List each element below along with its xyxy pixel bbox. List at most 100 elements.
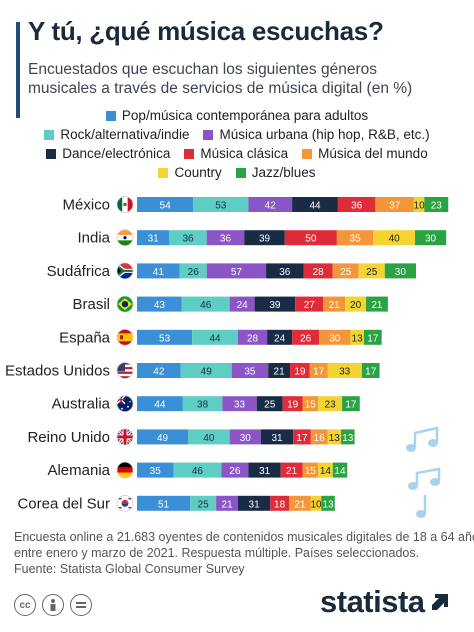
- data-label: 25: [198, 499, 210, 510]
- data-label: 10: [310, 499, 322, 510]
- data-label: 25: [264, 400, 276, 411]
- bar-segment: [363, 329, 382, 345]
- data-label: 19: [294, 367, 306, 378]
- bar-segment: [254, 296, 296, 312]
- bar-segment: [237, 495, 271, 511]
- data-label: 26: [188, 267, 200, 278]
- title-accent-bar: [16, 22, 20, 118]
- legend-item-country: Country: [158, 165, 222, 180]
- flag-part: [127, 405, 129, 408]
- source-text: Fuente: Statista Global Consumer Survey: [14, 562, 245, 576]
- flag-outline: [116, 362, 134, 379]
- flag-icon: [117, 229, 133, 246]
- legend-label: Jazz/blues: [251, 165, 316, 180]
- flag-part: [118, 498, 122, 500]
- bar-segment: [192, 329, 238, 345]
- bar-segment: [319, 329, 351, 345]
- legend-label: Música urbana (hip hop, R&B, etc.): [219, 127, 430, 142]
- bar-segment: [216, 495, 238, 511]
- flag-icon: [117, 495, 133, 512]
- data-label: 17: [365, 367, 377, 378]
- legend-label: Pop/música contemporánea para adultos: [121, 108, 369, 123]
- legend-swatch: [235, 167, 246, 178]
- flag-outline: [116, 328, 134, 346]
- data-label: 30: [425, 234, 437, 245]
- data-label: 21: [221, 499, 233, 510]
- data-label: 36: [351, 201, 363, 212]
- data-label: 30: [329, 333, 341, 344]
- data-label: 51: [158, 499, 170, 510]
- legend-label: Música del mundo: [318, 146, 428, 161]
- flag-part: [120, 335, 123, 340]
- flag-part: [129, 401, 131, 403]
- country-label: Sudáfrica: [47, 263, 111, 280]
- bar-segment: [318, 396, 343, 412]
- data-label: 26: [229, 466, 241, 477]
- legend-label: Country: [174, 165, 222, 180]
- bar-segment: [180, 363, 232, 378]
- data-label: 44: [154, 400, 166, 411]
- data-label: 24: [237, 300, 249, 311]
- data-label: 30: [395, 267, 407, 278]
- bar-segment: [190, 495, 217, 511]
- no-derivatives-icon[interactable]: [70, 594, 92, 616]
- bar-segment: [303, 263, 333, 279]
- bar-segment: [336, 230, 374, 246]
- legend-row-2: Rock/alternativa/indie Música urbana (hi…: [0, 127, 474, 142]
- brand-text: statista: [320, 584, 425, 619]
- legend-item-rock: Rock/alternativa/indie: [44, 127, 189, 142]
- data-label: 17: [313, 367, 325, 378]
- legend-swatch: [302, 148, 313, 159]
- bar-segment: [327, 429, 342, 445]
- data-label: 13: [322, 499, 334, 510]
- chart-title: Y tú, ¿qué música escuchas?: [28, 16, 384, 46]
- legend-item-clasica: Música clásica: [184, 146, 288, 161]
- bar-segment: [302, 462, 319, 478]
- legend-item-mundo: Música del mundo: [302, 146, 428, 161]
- bar-segment: [332, 462, 348, 478]
- survey-note-line-1: Encuesta online a 21.683 oyentes de cont…: [14, 530, 474, 544]
- flag-part: [117, 362, 125, 372]
- bar-segment: [221, 462, 249, 478]
- data-label: 21: [274, 367, 286, 378]
- data-label: 13: [342, 433, 354, 444]
- flag-icon: [117, 462, 133, 479]
- data-label: 39: [259, 234, 271, 245]
- data-label: 36: [279, 267, 291, 278]
- bar-segment: [341, 429, 355, 445]
- country-label: Estados Unidos: [5, 363, 110, 380]
- bar-segment: [193, 197, 249, 212]
- country-label: España: [59, 329, 111, 346]
- bar-segment: [248, 197, 293, 212]
- country-label: Corea del Sur: [17, 495, 110, 512]
- data-label: 31: [249, 499, 261, 510]
- bar-segment: [321, 495, 335, 511]
- creative-commons-icon[interactable]: cc: [14, 594, 36, 616]
- bar-segment: [282, 396, 303, 412]
- flag-part: [117, 333, 133, 342]
- attribution-icon[interactable]: [42, 594, 64, 616]
- flag-part: [117, 266, 121, 275]
- bar-segment: [182, 396, 223, 412]
- data-label: 17: [367, 333, 379, 344]
- statista-logo[interactable]: statista: [320, 584, 451, 620]
- data-label: 25: [366, 267, 378, 278]
- flag-icon: [117, 196, 133, 213]
- bar-segment: [318, 462, 333, 478]
- footer-note: Encuesta online a 21.683 oyentes de cont…: [14, 529, 474, 577]
- data-label: 36: [182, 234, 194, 245]
- bar-segment: [206, 263, 267, 279]
- data-label: 21: [371, 300, 383, 311]
- statista-arrow-icon: [431, 594, 448, 610]
- bar-segment: [280, 462, 303, 478]
- bar-segment: [414, 230, 447, 246]
- bar-segment: [413, 197, 425, 212]
- data-label: 13: [352, 333, 364, 344]
- legend-swatch: [44, 129, 55, 140]
- bar-segment: [361, 363, 380, 378]
- flag-icon: [117, 296, 133, 313]
- data-label: 25: [340, 267, 352, 278]
- flag-icon: [117, 362, 133, 379]
- bar-segment: [137, 396, 183, 412]
- data-label: 35: [150, 466, 162, 477]
